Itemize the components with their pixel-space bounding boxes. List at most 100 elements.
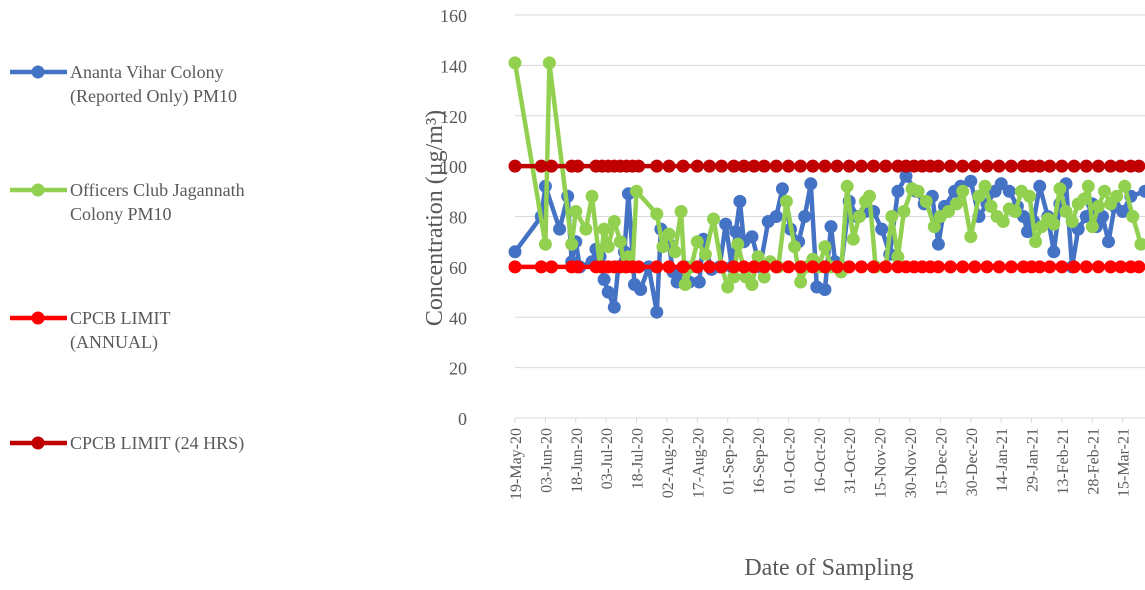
x-tick-label: 16-Oct-20 bbox=[812, 428, 829, 494]
x-tick-label: 30-Nov-20 bbox=[903, 428, 920, 498]
data-point bbox=[553, 223, 566, 236]
data-point bbox=[691, 235, 704, 248]
data-point bbox=[608, 301, 621, 314]
legend: Ananta Vihar Colony(Reported Only) PM10 O… bbox=[10, 62, 245, 454]
data-point bbox=[944, 260, 957, 273]
data-point bbox=[663, 228, 676, 241]
gridlines bbox=[515, 15, 1145, 368]
data-point bbox=[979, 180, 992, 193]
data-point bbox=[1053, 182, 1066, 195]
data-point bbox=[956, 185, 969, 198]
data-point bbox=[579, 223, 592, 236]
data-point bbox=[770, 260, 783, 273]
data-point bbox=[650, 160, 663, 173]
legend-label-line: CPCB LIMIT (24 HRS) bbox=[70, 433, 244, 454]
data-point bbox=[1043, 260, 1056, 273]
legend-label: CPCB LIMIT(ANNUAL) bbox=[70, 308, 171, 353]
y-tick-label: 140 bbox=[440, 56, 467, 76]
data-point bbox=[981, 260, 994, 273]
data-point bbox=[715, 160, 728, 173]
data-point bbox=[634, 283, 647, 296]
data-point bbox=[1047, 245, 1060, 258]
data-point bbox=[1080, 260, 1093, 273]
data-point bbox=[1139, 185, 1145, 198]
series-line bbox=[515, 63, 1141, 287]
data-point bbox=[855, 260, 868, 273]
data-point bbox=[932, 160, 945, 173]
data-point bbox=[1043, 160, 1056, 173]
data-point bbox=[1005, 160, 1018, 173]
data-point bbox=[608, 215, 621, 228]
data-point bbox=[997, 215, 1010, 228]
y-tick-label: 160 bbox=[440, 6, 467, 26]
data-point bbox=[1132, 260, 1145, 273]
legend-swatch-marker bbox=[32, 184, 45, 197]
data-point bbox=[798, 210, 811, 223]
data-point bbox=[691, 260, 704, 273]
data-point bbox=[863, 190, 876, 203]
data-point bbox=[780, 195, 793, 208]
data-point bbox=[1134, 238, 1145, 251]
y-axis-title: Concentration (µg/m³) bbox=[422, 110, 448, 326]
data-point bbox=[1080, 160, 1093, 173]
data-point bbox=[968, 160, 981, 173]
data-point bbox=[818, 160, 831, 173]
x-tick-label: 28-Feb-21 bbox=[1085, 428, 1102, 495]
data-point bbox=[806, 160, 819, 173]
data-point bbox=[1003, 185, 1016, 198]
data-point bbox=[1068, 160, 1081, 173]
data-point bbox=[993, 160, 1006, 173]
data-point bbox=[663, 260, 676, 273]
data-point bbox=[794, 160, 807, 173]
data-point bbox=[1033, 180, 1046, 193]
legend-label-line: Officers Club Jagannath bbox=[70, 180, 245, 200]
data-point bbox=[804, 177, 817, 190]
y-tick-label: 20 bbox=[449, 359, 467, 379]
legend-item: CPCB LIMIT (24 HRS) bbox=[10, 433, 244, 454]
data-point bbox=[879, 160, 892, 173]
y-tick-label: 60 bbox=[449, 258, 467, 278]
data-point bbox=[703, 160, 716, 173]
data-point bbox=[818, 283, 831, 296]
data-point bbox=[571, 160, 584, 173]
data-point bbox=[847, 233, 860, 246]
x-tick-label: 18-Jul-20 bbox=[630, 428, 647, 489]
x-tick-label: 01-Sep-20 bbox=[721, 428, 738, 495]
data-point bbox=[806, 260, 819, 273]
legend-label-line: CPCB LIMIT bbox=[70, 308, 171, 328]
data-point bbox=[539, 238, 552, 251]
data-point bbox=[843, 160, 856, 173]
data-point bbox=[545, 160, 558, 173]
legend-item: Ananta Vihar Colony(Reported Only) PM10 bbox=[10, 62, 237, 107]
y-tick-label: 40 bbox=[449, 308, 467, 328]
data-point bbox=[831, 160, 844, 173]
data-point bbox=[964, 230, 977, 243]
data-point bbox=[1009, 205, 1022, 218]
data-point bbox=[1086, 220, 1099, 233]
x-tick-label: 19-May-20 bbox=[508, 428, 525, 500]
data-point bbox=[1102, 235, 1115, 248]
x-tick-label: 15-Dec-20 bbox=[933, 428, 950, 496]
data-point bbox=[729, 225, 742, 238]
data-point bbox=[630, 185, 643, 198]
data-point bbox=[1110, 190, 1123, 203]
series-4 bbox=[509, 160, 1145, 173]
data-point bbox=[1068, 260, 1081, 273]
data-point bbox=[968, 260, 981, 273]
legend-swatch-marker bbox=[32, 66, 45, 79]
x-tick-label: 03-Jun-20 bbox=[538, 428, 555, 493]
data-point bbox=[1098, 185, 1111, 198]
data-point bbox=[788, 240, 801, 253]
data-point bbox=[677, 160, 690, 173]
data-point bbox=[509, 160, 522, 173]
data-point bbox=[956, 160, 969, 173]
data-point bbox=[831, 260, 844, 273]
data-point bbox=[782, 160, 795, 173]
legend-item: CPCB LIMIT(ANNUAL) bbox=[10, 308, 171, 353]
data-point bbox=[731, 238, 744, 251]
data-point bbox=[920, 195, 933, 208]
x-tick-label: 13-Feb-21 bbox=[1055, 428, 1072, 495]
